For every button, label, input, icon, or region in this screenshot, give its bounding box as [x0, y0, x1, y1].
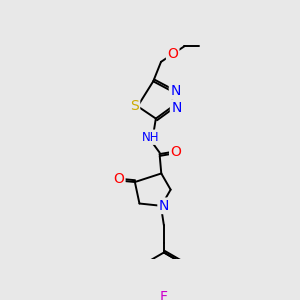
Text: N: N	[170, 84, 181, 98]
Text: N: N	[159, 199, 169, 213]
Text: S: S	[130, 99, 139, 113]
Text: NH: NH	[142, 131, 159, 144]
Text: O: O	[170, 145, 181, 159]
Text: N: N	[171, 100, 182, 115]
Text: F: F	[160, 290, 168, 300]
Text: O: O	[113, 172, 124, 186]
Text: O: O	[167, 47, 178, 61]
